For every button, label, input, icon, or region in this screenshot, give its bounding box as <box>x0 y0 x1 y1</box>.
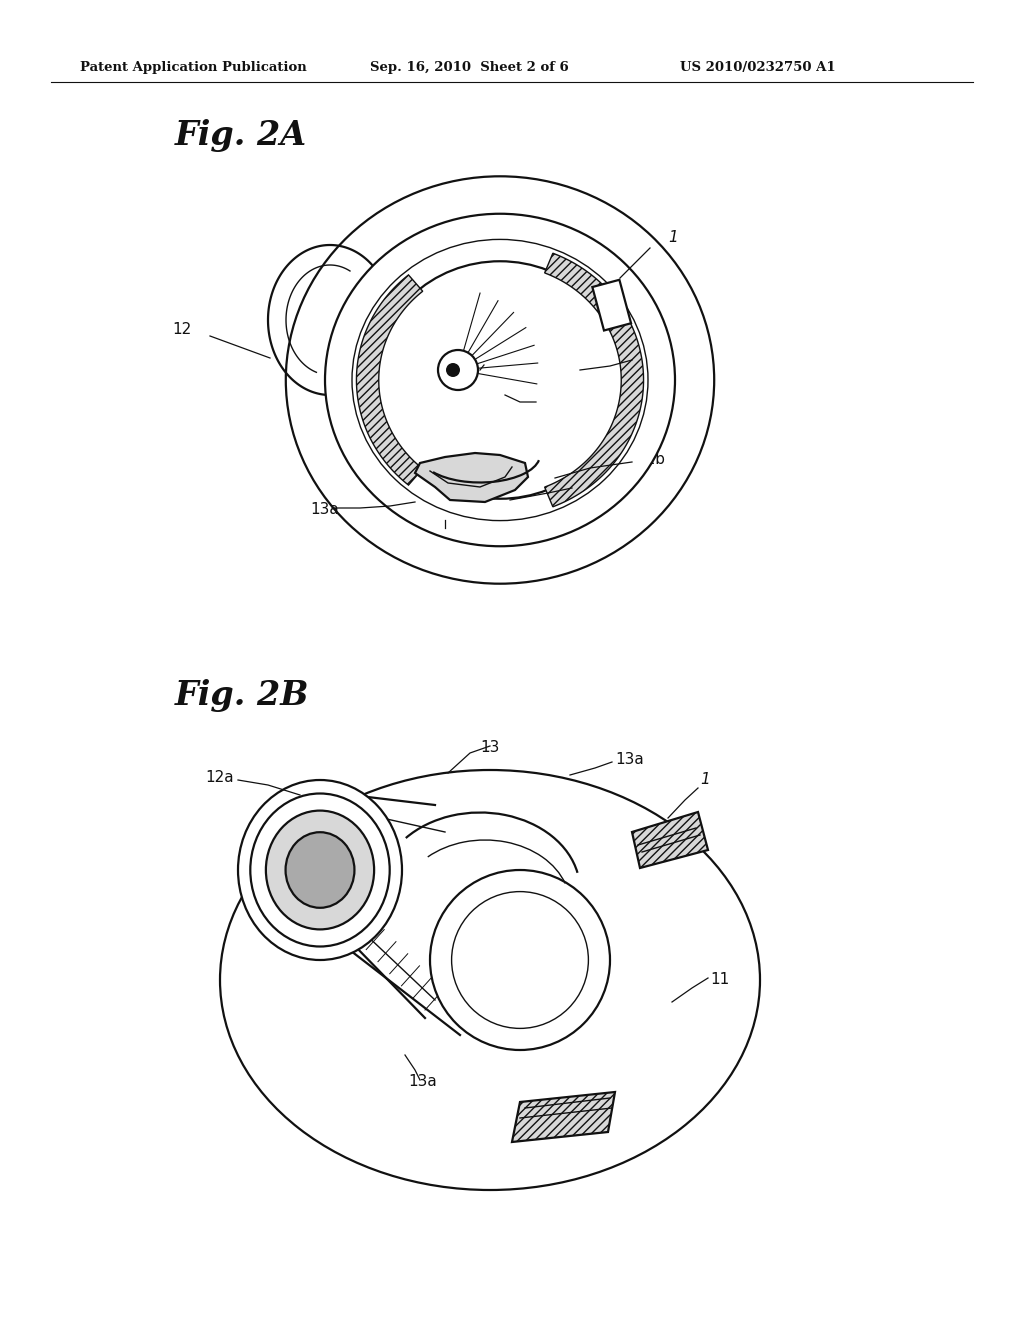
Text: 1: 1 <box>700 772 710 788</box>
Ellipse shape <box>286 177 714 583</box>
Circle shape <box>446 363 460 378</box>
Text: 13: 13 <box>480 741 500 755</box>
Polygon shape <box>356 275 423 484</box>
Text: 14: 14 <box>486 355 505 370</box>
Bar <box>592 280 631 330</box>
Ellipse shape <box>286 832 354 908</box>
Polygon shape <box>415 453 528 502</box>
Polygon shape <box>545 253 643 507</box>
Text: Fig. 2A: Fig. 2A <box>175 119 307 152</box>
Text: 13a: 13a <box>538 400 566 416</box>
Text: 12: 12 <box>172 322 191 338</box>
Circle shape <box>438 350 478 389</box>
Text: 13: 13 <box>575 483 594 498</box>
Ellipse shape <box>238 780 402 960</box>
Polygon shape <box>632 812 708 869</box>
Circle shape <box>452 891 589 1028</box>
Text: 11b: 11b <box>636 453 665 467</box>
Text: 12a: 12a <box>205 771 233 785</box>
Ellipse shape <box>266 810 374 929</box>
Circle shape <box>430 870 610 1049</box>
Ellipse shape <box>325 214 675 546</box>
Text: Fig. 2B: Fig. 2B <box>175 678 309 711</box>
Text: 13a: 13a <box>408 1074 437 1089</box>
Text: 1: 1 <box>668 231 678 246</box>
Text: Sep. 16, 2010  Sheet 2 of 6: Sep. 16, 2010 Sheet 2 of 6 <box>370 62 568 74</box>
Text: Patent Application Publication: Patent Application Publication <box>80 62 307 74</box>
Text: 11: 11 <box>710 973 729 987</box>
Ellipse shape <box>375 261 625 499</box>
Text: 13a: 13a <box>615 752 644 767</box>
Polygon shape <box>512 1092 615 1142</box>
Text: 13a: 13a <box>310 503 339 517</box>
Text: 11a: 11a <box>432 523 461 537</box>
Ellipse shape <box>352 239 648 520</box>
Text: 11a: 11a <box>636 358 665 372</box>
Ellipse shape <box>220 770 760 1191</box>
Text: US 2010/0232750 A1: US 2010/0232750 A1 <box>680 62 836 74</box>
Ellipse shape <box>250 793 390 946</box>
